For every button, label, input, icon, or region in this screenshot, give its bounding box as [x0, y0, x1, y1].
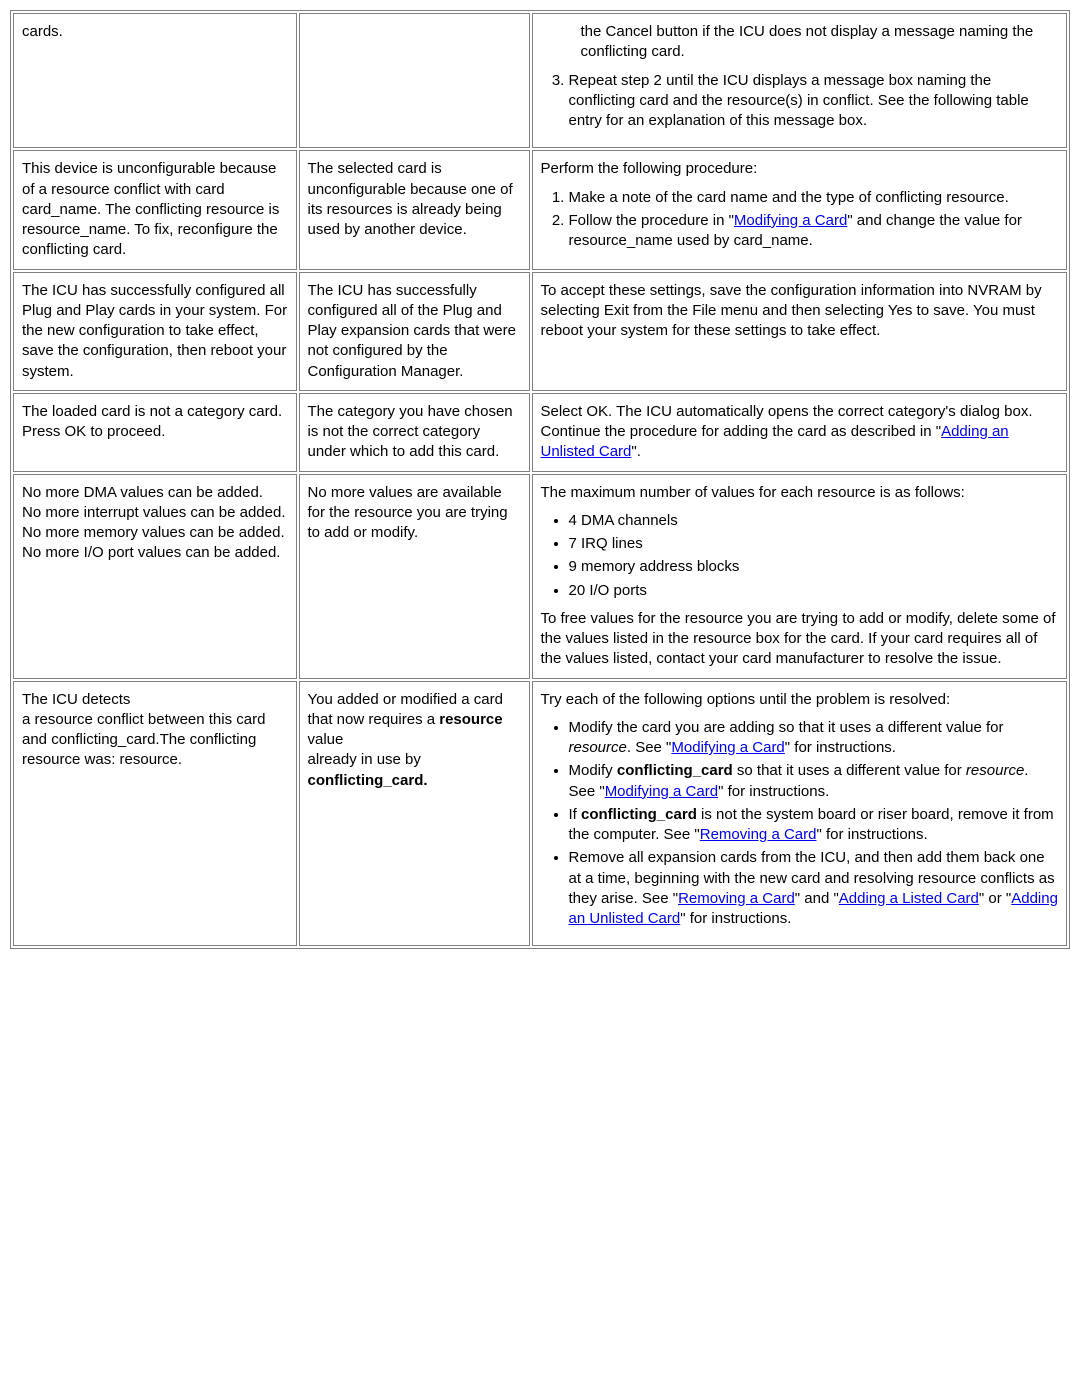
doc-link[interactable]: Removing a Card	[700, 826, 817, 843]
action-tail: To free values for the resource you are …	[541, 609, 1059, 670]
message-text: No more memory values can be added.	[22, 524, 285, 541]
message-cell: The ICU detects a resource conflict betwe…	[13, 681, 297, 947]
message-text: The ICU detects	[22, 691, 130, 708]
action-intro: The maximum number of values for each re…	[541, 483, 1059, 503]
cause-cell: You added or modified a card that now re…	[299, 681, 530, 947]
action-list-item: Modify the card you are adding so that i…	[569, 718, 1059, 759]
action-steps: Repeat step 2 until the ICU displays a m…	[541, 71, 1059, 132]
table-row: The ICU has successfully configured all …	[13, 272, 1067, 391]
message-cell: This device is unconfigurable because of…	[13, 150, 297, 269]
doc-link[interactable]: Modifying a Card	[605, 783, 718, 800]
action-cell: The maximum number of values for each re…	[532, 474, 1068, 679]
action-list-item: 9 memory address blocks	[569, 557, 1059, 577]
action-intro: Try each of the following options until …	[541, 690, 1059, 710]
icu-messages-table: cards. the Cancel button if the ICU does …	[10, 10, 1070, 949]
action-intro: Perform the following procedure:	[541, 159, 1059, 179]
action-list-item: If conflicting_card is not the system bo…	[569, 805, 1059, 846]
table-row: cards. the Cancel button if the ICU does …	[13, 13, 1067, 148]
action-list-item: 4 DMA channels	[569, 511, 1059, 531]
action-list-item: 20 I/O ports	[569, 581, 1059, 601]
action-step-fragment: the Cancel button if the ICU does not di…	[541, 22, 1059, 63]
table-row: This device is unconfigurable because of…	[13, 150, 1067, 269]
action-text: To accept these settings, save the confi…	[541, 282, 1042, 340]
action-list-item: Remove all expansion cards from the ICU,…	[569, 848, 1059, 929]
message-text: No more DMA values can be added.	[22, 484, 263, 501]
message-text: No more interrupt values can be added.	[22, 504, 286, 521]
action-cell: To accept these settings, save the confi…	[532, 272, 1068, 391]
doc-link[interactable]: Modifying a Card	[734, 212, 847, 229]
cause-cell	[299, 13, 530, 148]
message-text: No more I/O port values can be added.	[22, 544, 280, 561]
action-steps: Make a note of the card name and the typ…	[541, 188, 1059, 252]
message-cell: The ICU has successfully configured all …	[13, 272, 297, 391]
doc-link[interactable]: Adding an Unlisted Card	[569, 890, 1058, 927]
table-row: The ICU detects a resource conflict betwe…	[13, 681, 1067, 947]
cause-cell: The selected card is unconfigurable beca…	[299, 150, 530, 269]
action-cell: the Cancel button if the ICU does not di…	[532, 13, 1068, 148]
action-list: Modify the card you are adding so that i…	[541, 718, 1059, 930]
message-cell: No more DMA values can be added. No more …	[13, 474, 297, 679]
message-text: a resource conflict between this card an…	[22, 711, 265, 769]
action-list-item: Modify conflicting_card so that it uses …	[569, 761, 1059, 802]
message-cell: The loaded card is not a category card. …	[13, 393, 297, 472]
action-cell: Select OK. The ICU automatically opens t…	[532, 393, 1068, 472]
cause-cell: No more values are available for the res…	[299, 474, 530, 679]
doc-link[interactable]: Removing a Card	[678, 890, 795, 907]
doc-link[interactable]: Adding a Listed Card	[839, 890, 979, 907]
action-list: 4 DMA channels 7 IRQ lines 9 memory addres…	[541, 511, 1059, 601]
action-cell: Perform the following procedure: Make a n…	[532, 150, 1068, 269]
action-step: Repeat step 2 until the ICU displays a m…	[569, 71, 1059, 132]
table-row: The loaded card is not a category card. …	[13, 393, 1067, 472]
action-step: Follow the procedure in "Modifying a Car…	[569, 211, 1059, 252]
action-cell: Try each of the following options until …	[532, 681, 1068, 947]
action-step: Make a note of the card name and the typ…	[569, 188, 1059, 208]
cause-cell: The ICU has successfully configured all …	[299, 272, 530, 391]
action-list-item: 7 IRQ lines	[569, 534, 1059, 554]
table-row: No more DMA values can be added. No more …	[13, 474, 1067, 679]
action-text: ".	[631, 443, 641, 460]
cause-cell: The category you have chosen is not the …	[299, 393, 530, 472]
doc-link[interactable]: Modifying a Card	[671, 739, 784, 756]
message-cell: cards.	[13, 13, 297, 148]
